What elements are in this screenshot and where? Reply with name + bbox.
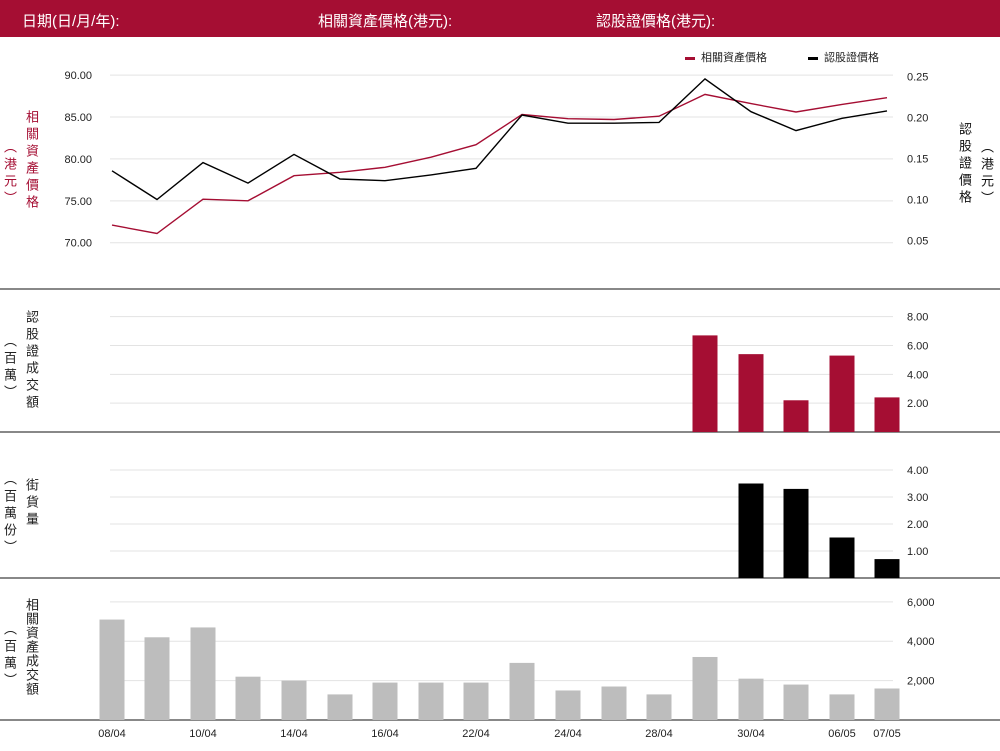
outstanding-bar-30-04 (738, 483, 764, 578)
asset-turnover-bar-10-04 (190, 627, 216, 720)
right-tick-0-20: 0.20 (907, 112, 928, 124)
outstanding-tick-1-00: 1.00 (907, 546, 928, 558)
left-tick-70-00: 70.00 (64, 238, 92, 250)
asset-turnover-bar-08-04 (99, 619, 125, 720)
outstanding-bar-02-05 (783, 488, 809, 578)
right-tick-0-25: 0.25 (907, 71, 928, 83)
right-tick-0-10: 0.10 (907, 195, 928, 207)
warrant-turnover-unit: （百萬） (2, 334, 17, 402)
warrant-turnover-tick-6-00: 6.00 (907, 340, 928, 352)
legend-asset: 相關資產價格 (685, 49, 767, 65)
asset-turnover-bar-06-05 (829, 694, 855, 720)
outstanding-bar-07-05 (874, 559, 900, 578)
legend-warrant-label: 認股證價格 (824, 52, 879, 64)
x-tick-22-04: 22/04 (462, 728, 490, 740)
asset-axis-title: 相關資產價格 (24, 110, 39, 212)
asset-turnover-unit: （百萬） (2, 622, 17, 690)
asset-turnover-bar-16-04 (372, 682, 398, 720)
left-tick-75-00: 75.00 (64, 196, 92, 208)
asset-turnover-bar-23-04 (509, 662, 535, 720)
warrant-turnover-bar-30-04 (738, 354, 764, 432)
asset-turnover-bar-15-04 (327, 694, 353, 720)
warrant-axis-title: 認股證價格 (957, 122, 972, 207)
warrant-turnover-tick-8-00: 8.00 (907, 312, 928, 324)
asset-turnover-bar-02-05 (783, 684, 809, 720)
asset-turnover-bar-25-04 (601, 686, 627, 720)
warrant-turnover-bar-07-05 (874, 397, 900, 432)
asset-turnover-bar-07-05 (874, 688, 900, 720)
x-tick-28-04: 28/04 (645, 728, 673, 740)
asset-turnover-bar-09-04 (144, 637, 170, 720)
x-tick-07-05: 07/05 (873, 728, 901, 740)
warrant-turnover-tick-2-00: 2.00 (907, 398, 928, 410)
warrant-turnover-tick-4-00: 4.00 (907, 369, 928, 381)
outstanding-tick-3-00: 3.00 (907, 492, 928, 504)
asset-price-line (111, 93, 888, 235)
left-tick-80-00: 80.00 (64, 154, 92, 166)
legend-warrant: 認股證價格 (808, 49, 879, 65)
asset-turnover-bar-30-04 (738, 678, 764, 720)
outstanding-title: 街貨量 (24, 478, 39, 529)
asset-turnover-bar-14-04 (281, 680, 307, 720)
date-label: 日期(日/月/年): (22, 13, 120, 30)
x-tick-06-05: 06/05 (828, 728, 856, 740)
price-turnover-chart: 90.00 85.00 80.00 75.00 70.00 0.25 0.20 0.15 0.1… (0, 70, 1000, 740)
x-tick-10-04: 10/04 (189, 728, 217, 740)
right-tick-0-05: 0.05 (907, 236, 928, 248)
asset-turnover-tick-2-000: 2,000 (907, 676, 935, 688)
warrant-price-line (111, 77, 888, 201)
x-tick-14-04: 14/04 (280, 728, 308, 740)
warrant-price-label: 認股證價格(港元): (596, 13, 716, 30)
left-tick-85-00: 85.00 (64, 112, 92, 124)
outstanding-tick-4-00: 4.00 (907, 465, 928, 477)
warrant-turnover-bar-02-05 (783, 400, 809, 432)
asset-turnover-title: 相關資產成交額 (24, 598, 39, 696)
asset-turnover-tick-4-000: 4,000 (907, 636, 935, 648)
asset-turnover-bar-28-04 (646, 694, 672, 720)
outstanding-tick-2-00: 2.00 (907, 519, 928, 531)
asset-price-label: 相關資產價格(港元): (318, 13, 453, 30)
asset-turnover-bar-24-04 (555, 690, 581, 720)
warrant-turnover-bar-29-04 (692, 335, 718, 432)
asset-turnover-tick-6-000: 6,000 (907, 597, 935, 609)
warrant-axis-unit: （港元） (979, 140, 994, 208)
legend-warrant-swatch (808, 56, 818, 60)
left-tick-90-00: 90.00 (64, 70, 92, 82)
asset-axis-unit: （港元） (2, 140, 17, 208)
header-bar: 日期(日/月/年): 相關資產價格(港元): 認股證價格(港元): (0, 0, 1000, 37)
asset-turnover-bar-29-04 (692, 656, 718, 720)
outstanding-unit: （百萬份） (2, 472, 17, 557)
warrant-turnover-title: 認股證成交額 (24, 310, 39, 412)
asset-turnover-bar-11-04 (235, 676, 261, 720)
x-tick-24-04: 24/04 (554, 728, 582, 740)
warrant-turnover-bar-06-05 (829, 355, 855, 432)
right-tick-0-15: 0.15 (907, 154, 928, 166)
legend-asset-label: 相關資產價格 (701, 52, 767, 64)
legend-asset-swatch (685, 56, 695, 60)
x-tick-30-04: 30/04 (737, 728, 765, 740)
x-tick-16-04: 16/04 (371, 728, 399, 740)
outstanding-bar-06-05 (829, 537, 855, 578)
asset-turnover-bar-17-04 (418, 682, 444, 720)
asset-turnover-bar-22-04 (463, 682, 489, 720)
x-tick-08-04: 08/04 (98, 728, 126, 740)
